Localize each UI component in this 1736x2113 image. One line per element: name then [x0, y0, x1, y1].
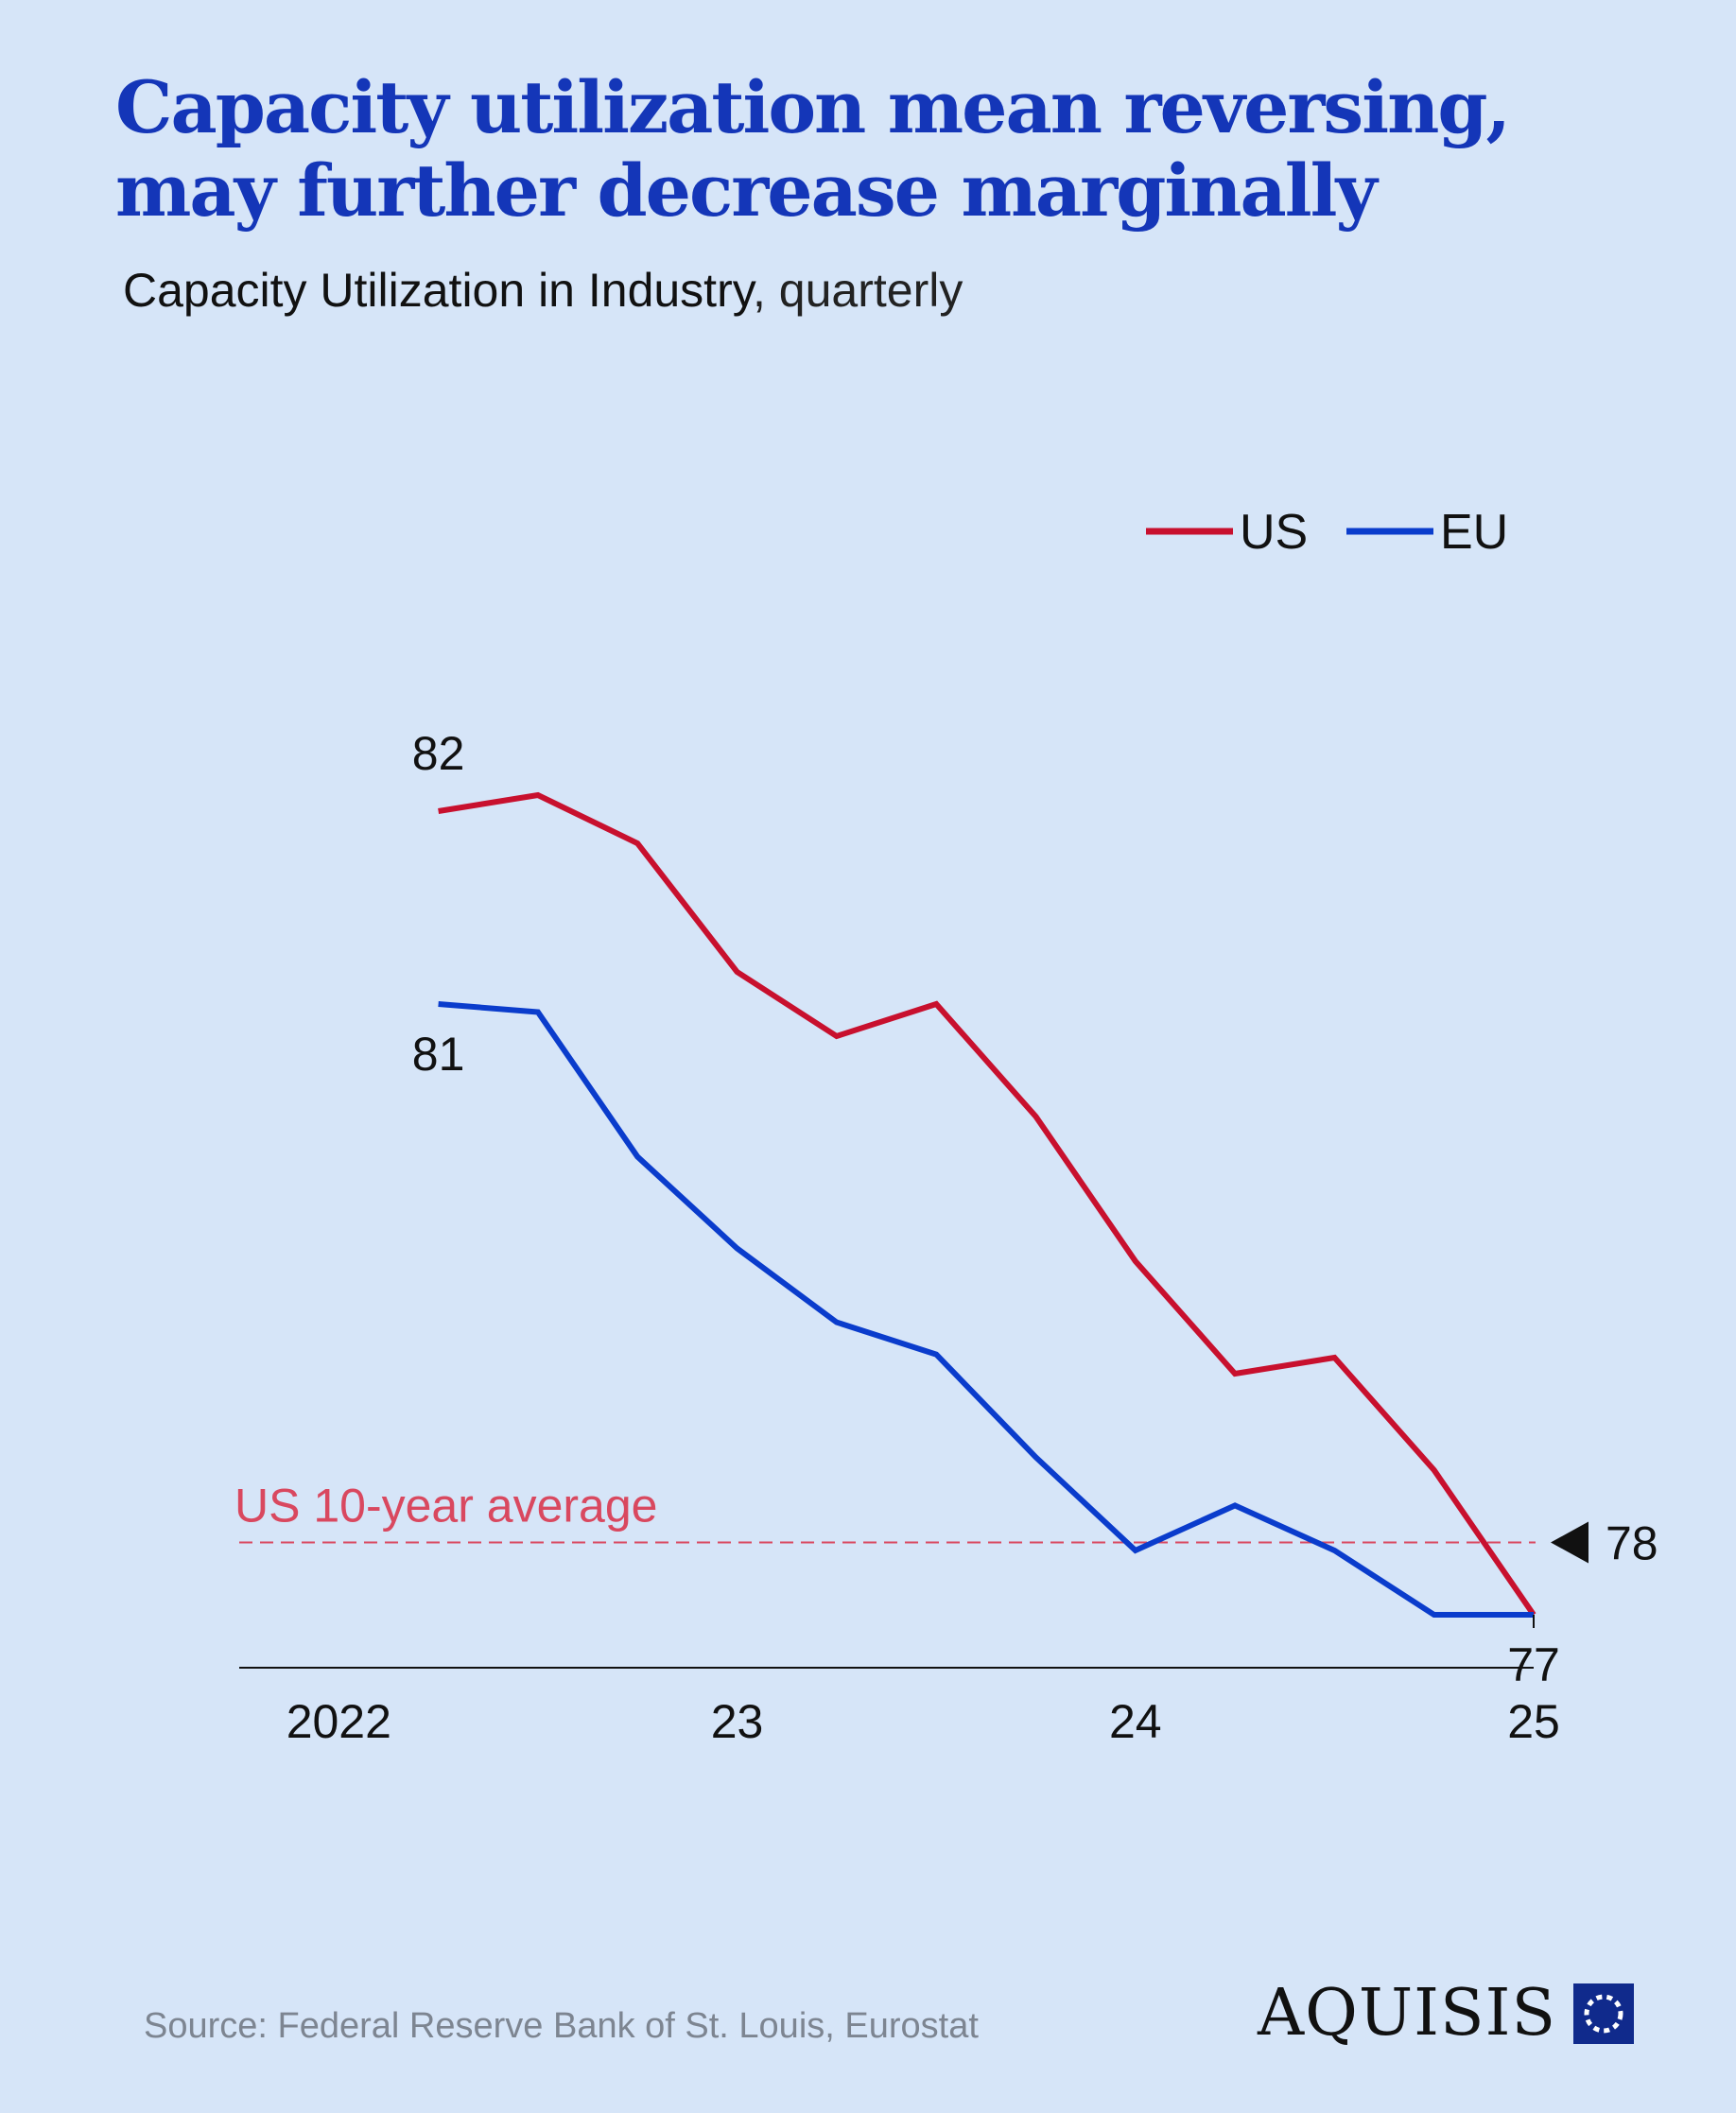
series-group — [438, 791, 1536, 1628]
reference-marker-label: 78 — [1606, 1517, 1658, 1570]
data-label: 81 — [412, 1028, 465, 1081]
x-tick-label: 2022 — [286, 1695, 391, 1748]
x-tick-label: 23 — [711, 1695, 764, 1748]
series-line-us — [438, 791, 1536, 1617]
subtitle-main: Capacity Utilization in Industry — [123, 264, 754, 317]
chart-title: Capacity utilization mean reversing, may… — [115, 65, 1511, 233]
series-line-eu — [438, 1001, 1534, 1618]
x-tick-label: 24 — [1109, 1695, 1162, 1748]
source-note: Source: Federal Reserve Bank of St. Loui… — [144, 2006, 979, 2046]
axis: 2022 23 24 25 — [239, 1667, 1560, 1748]
subtitle-suffix: , quarterly — [753, 264, 963, 317]
legend-label-us: US — [1240, 505, 1308, 560]
data-labels: 82 81 77 — [412, 727, 1560, 1691]
x-tick-label: 25 — [1507, 1695, 1560, 1748]
legend-label-eu: EU — [1440, 505, 1508, 560]
data-label: 82 — [412, 727, 465, 780]
brand-name: AQUISIS — [1258, 1976, 1557, 2051]
brand: AQUISIS — [1258, 1976, 1635, 2051]
reference-line-label: US 10-year average — [234, 1480, 657, 1533]
brand-logo-icon — [1573, 1983, 1635, 2044]
data-label: 77 — [1507, 1638, 1560, 1691]
reference-line-group: US 10-year average 78 — [234, 1480, 1658, 1570]
legend: US EU — [1146, 505, 1508, 560]
chart-subtitle: Capacity Utilization in Industry, quarte… — [123, 263, 963, 318]
reference-marker-icon — [1551, 1521, 1588, 1564]
